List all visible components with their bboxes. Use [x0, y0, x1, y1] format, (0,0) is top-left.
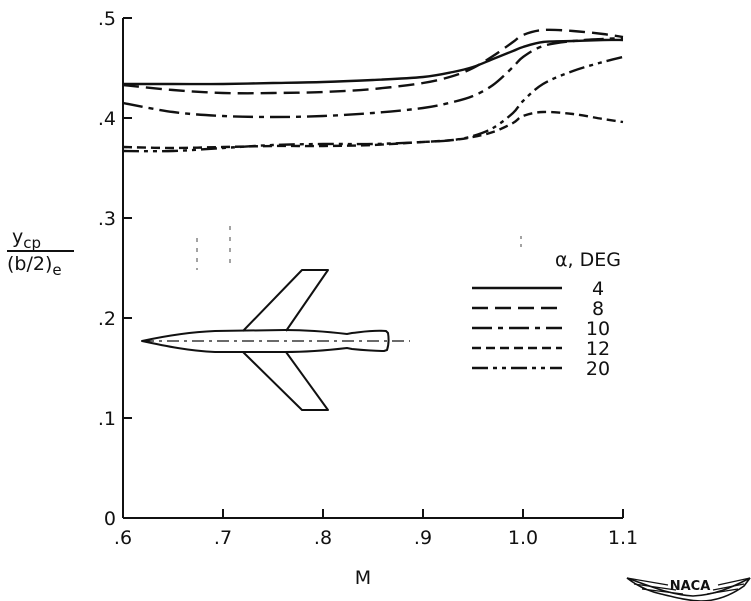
y-tick-label: .2: [98, 308, 116, 330]
series-layer: [122, 28, 624, 153]
lower-wing: [242, 351, 329, 411]
x-tick-label: .7: [214, 527, 232, 549]
y-axis-label-b2: (b/2): [7, 253, 52, 275]
series-line-alpha-8: [122, 28, 624, 95]
legend-label-alpha-10: 10: [586, 318, 610, 340]
fuselage-outline: [141, 329, 390, 353]
legend-label-alpha-20: 20: [586, 358, 610, 380]
naca-logo-text: NACA: [670, 579, 711, 594]
y-axis-label-e: e: [52, 261, 61, 279]
y-axis-label-numerator: ycp: [12, 226, 41, 252]
naca-logo-right-wing: [706, 577, 751, 595]
series-line-alpha-4: [123, 38, 624, 86]
y-tick-label: .3: [98, 208, 116, 230]
x-tick-label: 1.1: [608, 527, 638, 549]
x-tick-label: .9: [414, 527, 432, 549]
naca-logo-wings: [626, 577, 751, 601]
legend-label-alpha-8: 8: [592, 298, 604, 320]
y-axis-label-cp: cp: [23, 234, 41, 252]
upper-wing: [242, 269, 329, 332]
x-axis-label: M: [355, 567, 371, 589]
y-tick-label: 0: [104, 508, 116, 530]
axes: 0 .1 .2 .3 .4 .5 .6 .7 .8 .9 1.0 1.1: [98, 8, 638, 549]
y-tick-label: .5: [98, 8, 116, 30]
y-tick-label: .1: [98, 408, 116, 430]
legend-title: α, DEG: [555, 249, 621, 271]
y-axis-label-denominator: (b/2)e: [7, 253, 62, 279]
naca-logo: NACA: [626, 577, 751, 601]
naca-logo-left-wing: [626, 577, 684, 595]
series-line-alpha-20: [122, 55, 624, 153]
series-line-alpha-10: [122, 36, 624, 119]
x-tick-label: .6: [114, 527, 132, 549]
legend-label-alpha-4: 4: [592, 278, 604, 300]
y-axis-label-y: y: [12, 226, 23, 248]
y-tick-label: .4: [98, 108, 116, 130]
series-line-alpha-12: [122, 110, 624, 150]
aircraft-planform-sketch: [141, 269, 410, 411]
legend-label-alpha-12: 12: [586, 338, 610, 360]
x-tick-label: .8: [314, 527, 332, 549]
x-tick-label: 1.0: [508, 527, 538, 549]
scan-specks: [196, 226, 522, 270]
